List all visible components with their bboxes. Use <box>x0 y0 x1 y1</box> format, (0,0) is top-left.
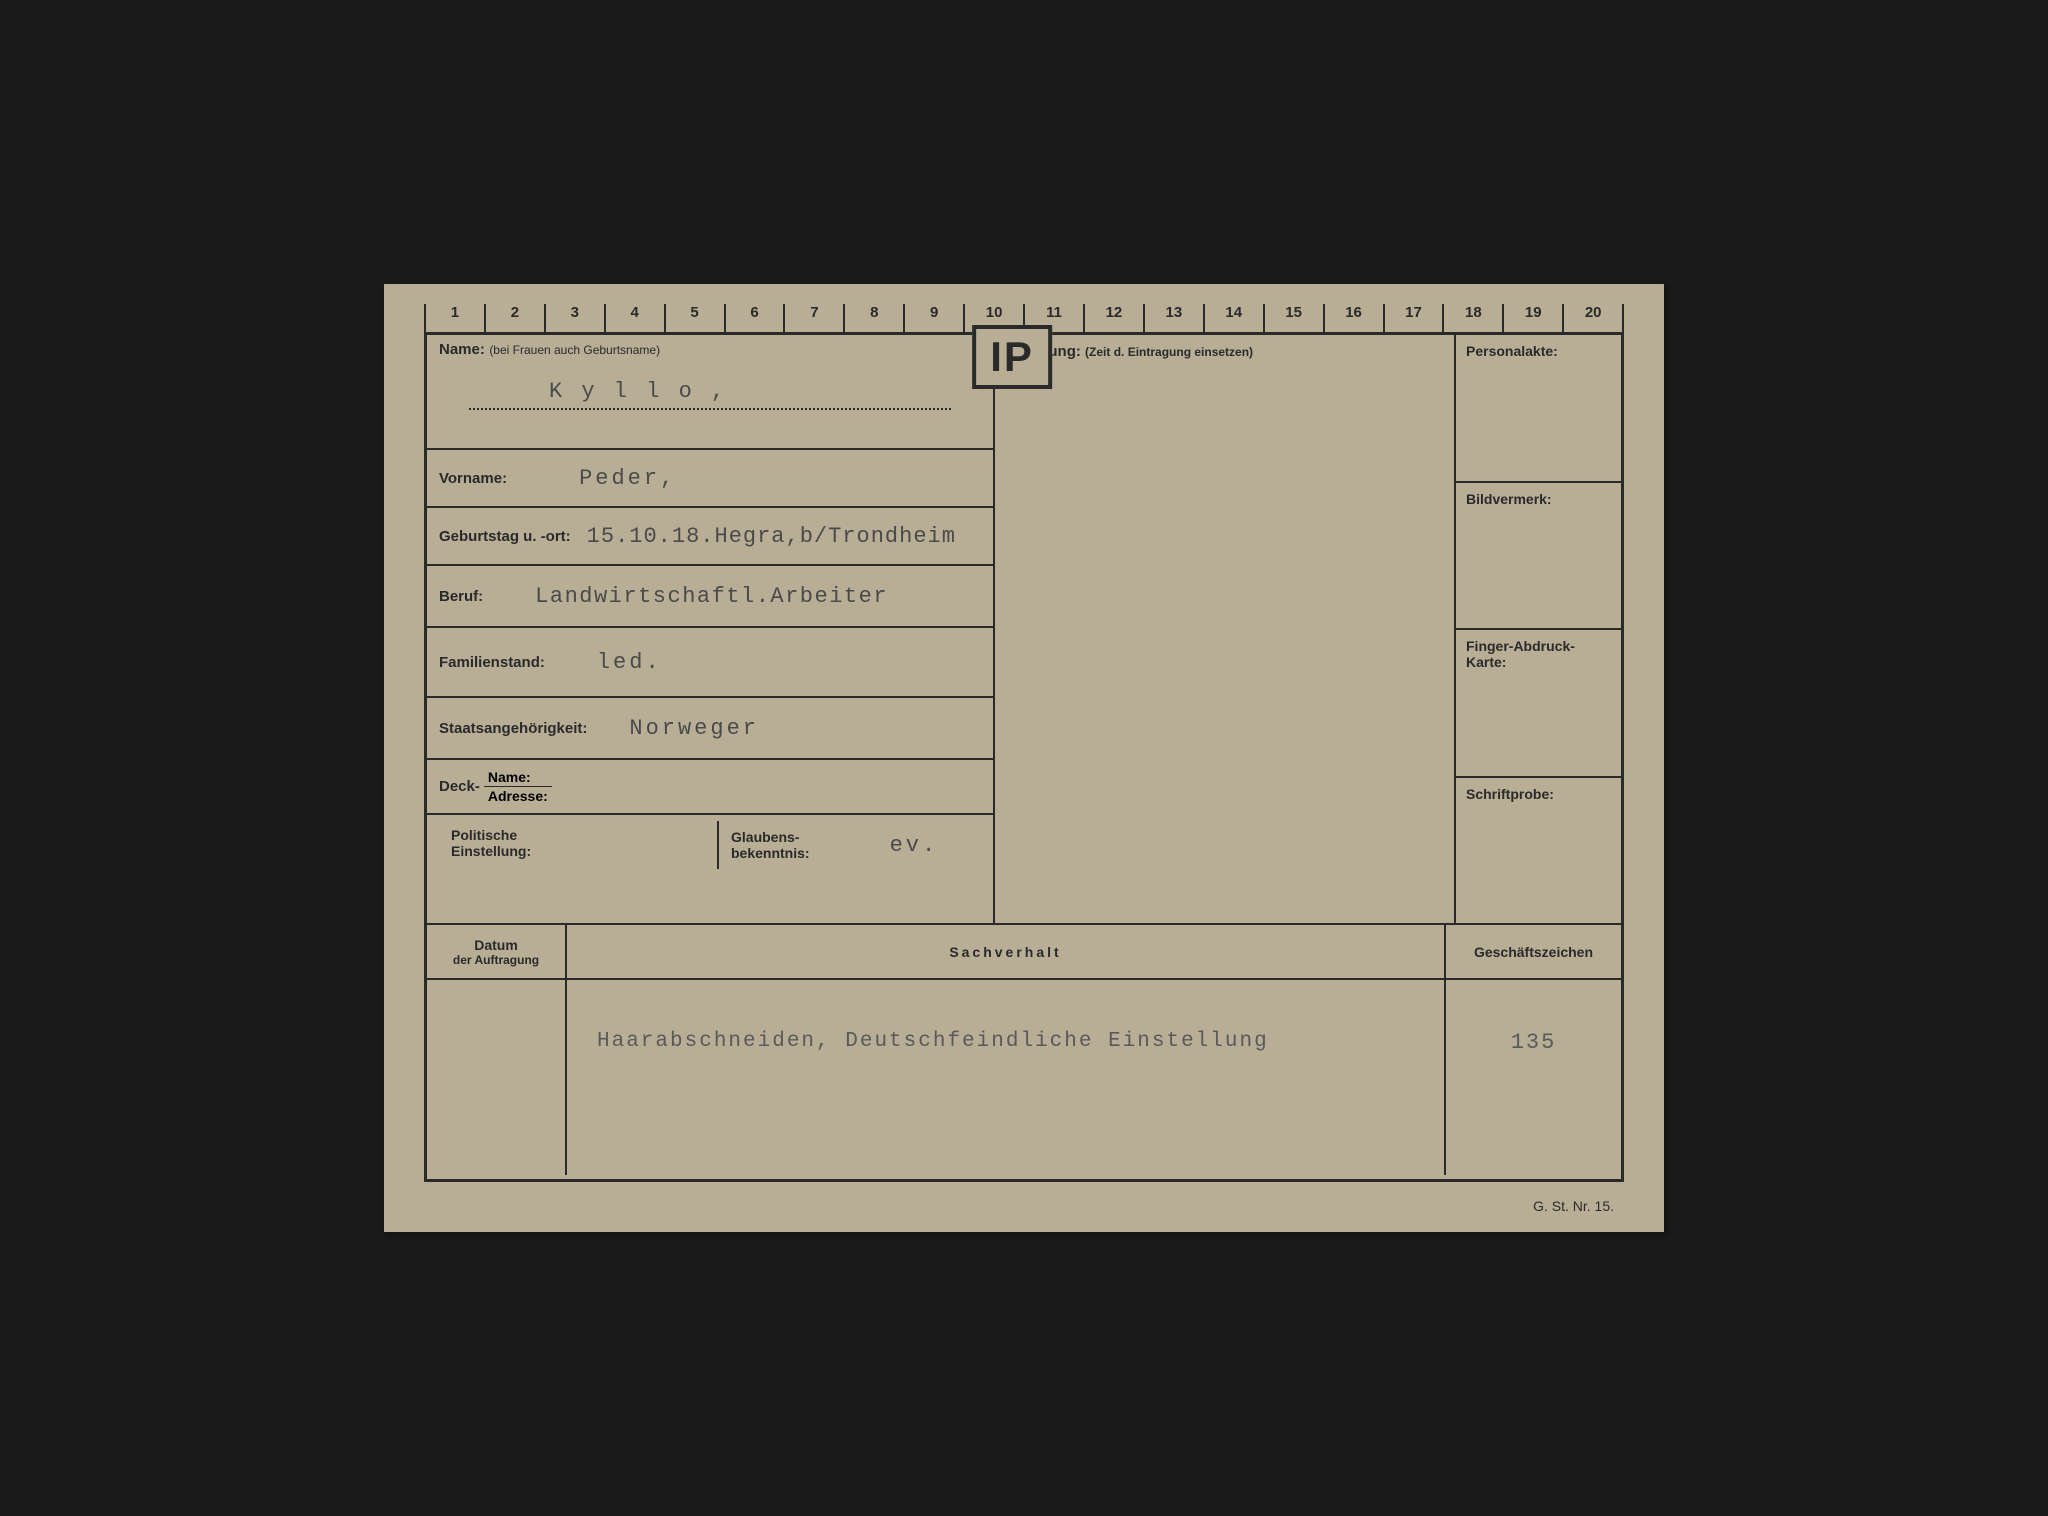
datum-label-1: Datum <box>453 937 539 953</box>
schriftprobe-box: Schriftprobe: <box>1456 778 1621 924</box>
wohnung-header: Wohnung: (Zeit d. Eintragung einsetzen) <box>995 335 1454 368</box>
tick-17: 17 <box>1405 304 1422 321</box>
tick-4: 4 <box>631 304 639 321</box>
tick-15: 15 <box>1285 304 1302 321</box>
name-sublabel: (bei Frauen auch Geburtsname) <box>489 343 660 357</box>
name-label: Name: <box>439 341 485 358</box>
ip-badge: IP <box>972 325 1052 389</box>
tick-13: 13 <box>1165 304 1182 321</box>
glaub-label-1: Glaubens- <box>731 829 810 845</box>
tick-6: 6 <box>750 304 758 321</box>
deck-adresse-label: Adresse: <box>484 787 552 805</box>
geburt-field: Geburtstag u. -ort: 15.10.18.Hegra,b/Tro… <box>427 508 993 566</box>
beruf-value: Landwirtschaftl.Arbeiter <box>495 584 981 609</box>
form-number: G. St. Nr. 15. <box>1533 1198 1614 1214</box>
finger-box: Finger-Abdruck- Karte: <box>1456 630 1621 778</box>
staats-value: Norweger <box>599 716 981 741</box>
geschafts-cell: 135 <box>1446 980 1621 1175</box>
glaub-value: ev. <box>830 833 939 858</box>
main-frame: IP Name: (bei Frauen auch Geburtsname) K… <box>424 332 1624 1182</box>
tick-9: 9 <box>930 304 938 321</box>
polit-label-2: Einstellung: <box>451 843 705 859</box>
geburt-value: 15.10.18.Hegra,b/Trondheim <box>583 524 981 549</box>
tick-2: 2 <box>511 304 519 321</box>
wohnung-sublabel: (Zeit d. Eintragung einsetzen) <box>1085 345 1253 359</box>
tick-3: 3 <box>571 304 579 321</box>
left-column: Name: (bei Frauen auch Geburtsname) K y … <box>427 335 995 923</box>
datum-header: Datum der Auftragung <box>427 925 567 978</box>
vorname-label: Vorname: <box>439 470 507 487</box>
geburt-label: Geburtstag u. -ort: <box>439 528 571 545</box>
tick-5: 5 <box>690 304 698 321</box>
datum-label-2: der Auftragung <box>453 953 539 967</box>
tick-1: 1 <box>451 304 459 321</box>
deck-name-label: Name: <box>484 768 552 787</box>
personalakte-box: Personalakte: <box>1456 335 1621 483</box>
sachverhalt-cell: Haarabschneiden, Deutschfeindliche Einst… <box>567 980 1446 1175</box>
tick-16: 16 <box>1345 304 1362 321</box>
name-field: Name: (bei Frauen auch Geburtsname) K y … <box>427 335 993 450</box>
tick-14: 14 <box>1225 304 1242 321</box>
glaub-label-2: bekenntnis: <box>731 845 810 861</box>
deck-label: Deck- <box>439 778 480 795</box>
datum-cell <box>427 980 567 1175</box>
familien-value: led. <box>557 650 981 675</box>
vorname-field: Vorname: Peder, <box>427 450 993 508</box>
tick-18: 18 <box>1465 304 1482 321</box>
tick-7: 7 <box>810 304 818 321</box>
familien-label: Familienstand: <box>439 654 545 671</box>
index-card: 1 2 3 4 5 6 7 8 9 10 11 12 13 14 15 16 1… <box>384 284 1664 1232</box>
finger-label-2: Karte: <box>1466 654 1611 670</box>
tick-10: 10 <box>986 304 1003 321</box>
deck-field: Deck- Name: Adresse: <box>427 760 993 815</box>
sachverhalt-header: Sachverhalt <box>567 925 1446 978</box>
geschafts-header: Geschäftszeichen <box>1446 925 1621 978</box>
tick-12: 12 <box>1106 304 1123 321</box>
bildvermerk-box: Bildvermerk: <box>1456 483 1621 631</box>
staats-field: Staatsangehörigkeit: Norweger <box>427 698 993 760</box>
upper-section: Name: (bei Frauen auch Geburtsname) K y … <box>427 335 1621 925</box>
table-body: Haarabschneiden, Deutschfeindliche Einst… <box>427 980 1621 1175</box>
name-value: K y l l o , <box>549 379 727 404</box>
familien-field: Familienstand: led. <box>427 628 993 698</box>
polit-glaub-field: Politische Einstellung: Glaubens- bekenn… <box>427 815 993 875</box>
vorname-value: Peder, <box>519 466 981 491</box>
finger-label-1: Finger-Abdruck- <box>1466 638 1611 654</box>
right-column: Personalakte: Bildvermerk: Finger-Abdruc… <box>1456 335 1621 923</box>
staats-label: Staatsangehörigkeit: <box>439 720 587 737</box>
beruf-label: Beruf: <box>439 588 483 605</box>
tick-11: 11 <box>1046 304 1062 321</box>
beruf-field: Beruf: Landwirtschaftl.Arbeiter <box>427 566 993 628</box>
polit-label-1: Politische <box>451 827 705 843</box>
table-header: Datum der Auftragung Sachverhalt Geschäf… <box>427 925 1621 980</box>
middle-column: Wohnung: (Zeit d. Eintragung einsetzen) <box>995 335 1456 923</box>
tick-8: 8 <box>870 304 878 321</box>
tick-20: 20 <box>1585 304 1602 321</box>
tick-19: 19 <box>1525 304 1542 321</box>
